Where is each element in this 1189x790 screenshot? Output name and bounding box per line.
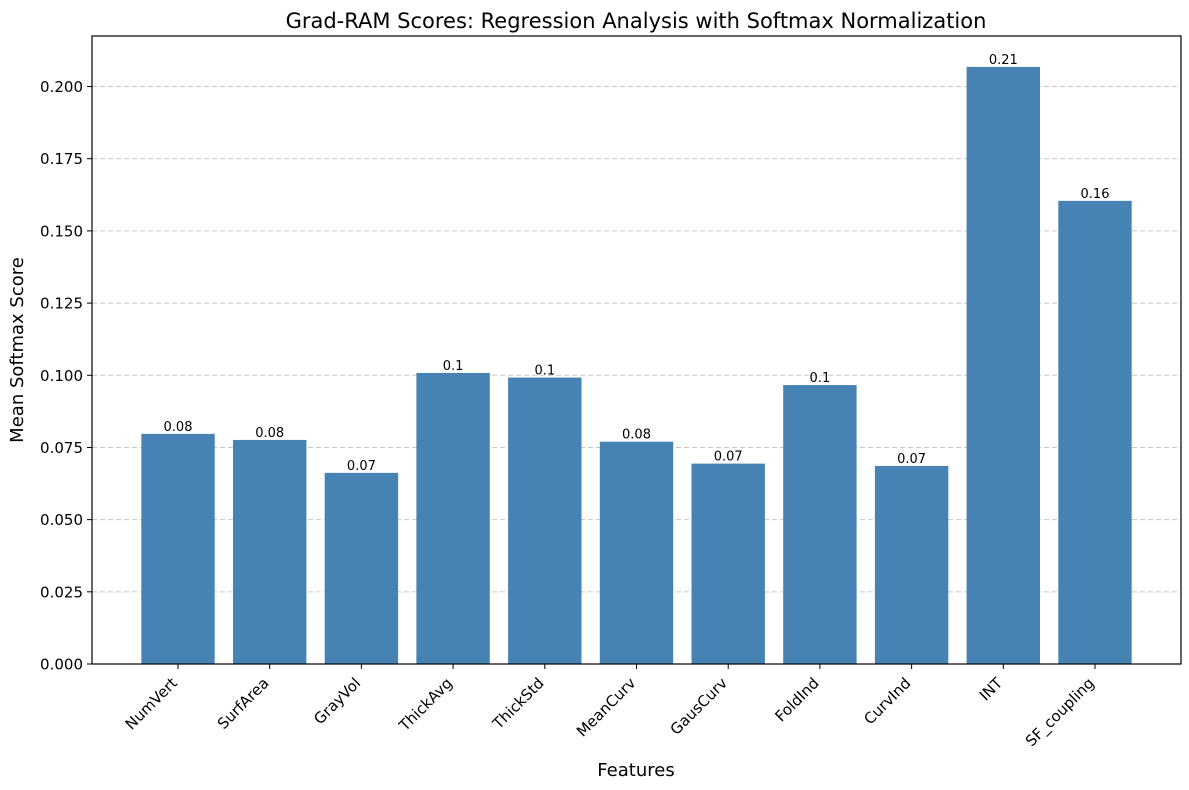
bar-value-label: 0.07 [347,459,376,474]
bar-value-label: 0.08 [622,428,651,443]
chart-title: Grad-RAM Scores: Regression Analysis wit… [286,9,987,33]
y-tick-label: 0.200 [40,78,83,96]
bar-int [966,66,1040,664]
bar-thickstd [508,377,582,664]
y-tick-label: 0.075 [40,439,83,457]
bar-grayvol [324,472,399,664]
bar-meancurv [599,441,674,664]
bar-value-label: 0.1 [534,364,555,379]
y-tick-label: 0.175 [40,150,83,168]
x-tick-label: MeanCurv [573,674,639,740]
bar-gauscurv [691,463,765,664]
bar-sf-coupling [1058,200,1132,664]
bar-value-label: 0.1 [810,371,831,386]
bar-value-label: 0.07 [714,450,743,465]
bar-thickavg [416,372,490,664]
bar-value-label: 0.07 [897,452,926,467]
x-tick-label: INT [976,674,1007,705]
x-tick-label: GrayVol [310,674,364,728]
bar-value-label: 0.16 [1081,187,1110,202]
y-axis-ticks: 0.000 0.025 0.050 0.075 0.100 0.125 0.150 0.175… [40,78,92,674]
bar-foldind [783,385,857,664]
y-tick-label: 0.050 [40,511,83,529]
bar-numvert [141,433,215,664]
bar-surfarea [233,439,307,664]
y-tick-label: 0.000 [40,656,83,674]
bar-value-label: 0.08 [255,426,284,441]
x-tick-label: GausCurv [667,674,732,739]
x-tick-label: FoldInd [772,674,823,725]
x-tick-label: CurvInd [860,674,914,728]
y-tick-label: 0.100 [40,367,83,385]
bars [141,66,1132,664]
x-axis-label: Features [597,760,674,781]
x-tick-label: SF_coupling [1022,674,1099,751]
y-tick-label: 0.150 [40,222,83,240]
x-axis-ticks: NumVert SurfArea GrayVol ThickAvg ThickStd Me… [122,664,1099,751]
x-tick-label: NumVert [122,674,181,733]
x-tick-label: SurfArea [214,674,273,733]
y-tick-label: 0.125 [40,295,83,313]
bar-value-label: 0.21 [989,53,1018,68]
bar-value-label: 0.1 [443,359,464,374]
y-axis-label: Mean Softmax Score [7,257,28,443]
bar-value-label: 0.08 [164,420,193,435]
x-tick-label: ThickStd [488,674,547,733]
y-tick-label: 0.025 [40,583,83,601]
bar-value-labels: 0.08 0.08 0.07 0.1 0.1 0.08 0.07 0.1 0.07 0.21 0.1… [164,53,1110,474]
bar-curvind [874,465,949,664]
x-tick-label: ThickAvg [395,674,456,735]
